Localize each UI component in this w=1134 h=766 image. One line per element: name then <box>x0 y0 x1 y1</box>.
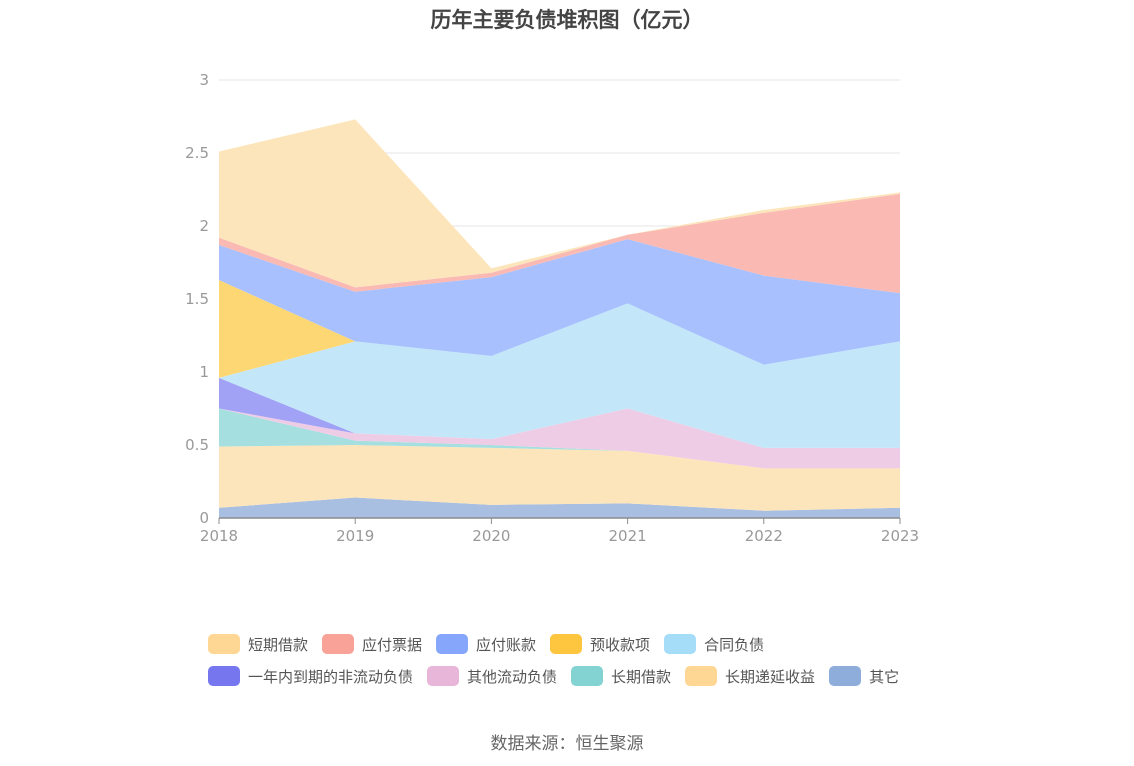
y-tick-label: 0.5 <box>185 436 209 454</box>
area-series-5 <box>219 303 900 448</box>
area-series-8 <box>219 193 900 294</box>
legend-label: 其它 <box>869 667 900 686</box>
legend-item[interactable]: 长期递延收益 <box>685 666 815 687</box>
legend-item[interactable]: 应付账款 <box>436 634 536 655</box>
legend-swatch <box>427 666 460 686</box>
legend-swatch <box>436 634 469 654</box>
x-tick-label: 2019 <box>336 527 374 545</box>
x-tick-label: 2018 <box>200 527 238 545</box>
y-tick-label: 1 <box>199 363 209 381</box>
legend-label: 预收款项 <box>590 635 651 654</box>
area-series-1 <box>219 445 900 511</box>
legend-item[interactable]: 预收款项 <box>550 634 650 655</box>
x-tick-label: 2022 <box>745 527 783 545</box>
legend-row: 短期借款 应付票据 应付账款 预收款项 合同负债 <box>208 628 968 660</box>
legend-item[interactable]: 应付票据 <box>322 634 422 655</box>
legend-label: 长期借款 <box>611 667 672 686</box>
y-tick-label: 0 <box>199 509 209 527</box>
legend-item[interactable]: 一年内到期的非流动负债 <box>208 666 413 687</box>
legend-row: 一年内到期的非流动负债 其他流动负债 长期借款 长期递延收益 其它 <box>208 660 968 692</box>
legend: 短期借款 应付票据 应付账款 预收款项 合同负债 一年内到期的非流动负债 其他流动负债 长期… <box>208 628 968 692</box>
legend-label: 应付票据 <box>362 635 423 654</box>
legend-item[interactable]: 其他流动负债 <box>427 666 557 687</box>
legend-swatch <box>829 666 862 686</box>
legend-label: 长期递延收益 <box>725 667 816 686</box>
y-tick-label: 2 <box>199 217 209 235</box>
legend-swatch <box>550 634 583 654</box>
legend-label: 短期借款 <box>248 635 309 654</box>
area-series-7 <box>219 239 900 365</box>
x-tick-label: 2021 <box>609 527 647 545</box>
legend-item[interactable]: 长期借款 <box>571 666 671 687</box>
axes: 0 0.5 1 1.5 2 2.5 3 2018 2019 2020 2021 2022 2023 <box>185 71 919 545</box>
legend-swatch <box>571 666 604 686</box>
y-tick-label: 1.5 <box>185 290 209 308</box>
area-series-3 <box>219 408 900 469</box>
y-tick-label: 2.5 <box>185 144 209 162</box>
legend-label: 应付账款 <box>476 635 537 654</box>
legend-label: 合同负债 <box>704 635 765 654</box>
x-tick-label: 2023 <box>881 527 919 545</box>
legend-swatch <box>664 634 697 654</box>
area-series-9 <box>219 119 900 288</box>
x-tick-label: 2020 <box>472 527 510 545</box>
legend-swatch <box>322 634 355 654</box>
legend-swatch <box>208 634 240 654</box>
area-series <box>219 119 900 518</box>
legend-label: 一年内到期的非流动负债 <box>248 667 414 686</box>
legend-swatch <box>208 666 240 686</box>
legend-item[interactable]: 合同负债 <box>664 634 764 655</box>
y-tick-label: 3 <box>199 71 209 89</box>
legend-item[interactable]: 短期借款 <box>208 634 308 655</box>
chart-title: 历年主要负债堆积图（亿元） <box>430 8 704 32</box>
legend-item[interactable]: 其它 <box>829 666 899 687</box>
area-series-0 <box>219 497 900 518</box>
source-note: 数据来源：恒生聚源 <box>490 734 644 754</box>
legend-swatch <box>685 666 718 686</box>
legend-label: 其他流动负债 <box>467 667 558 686</box>
